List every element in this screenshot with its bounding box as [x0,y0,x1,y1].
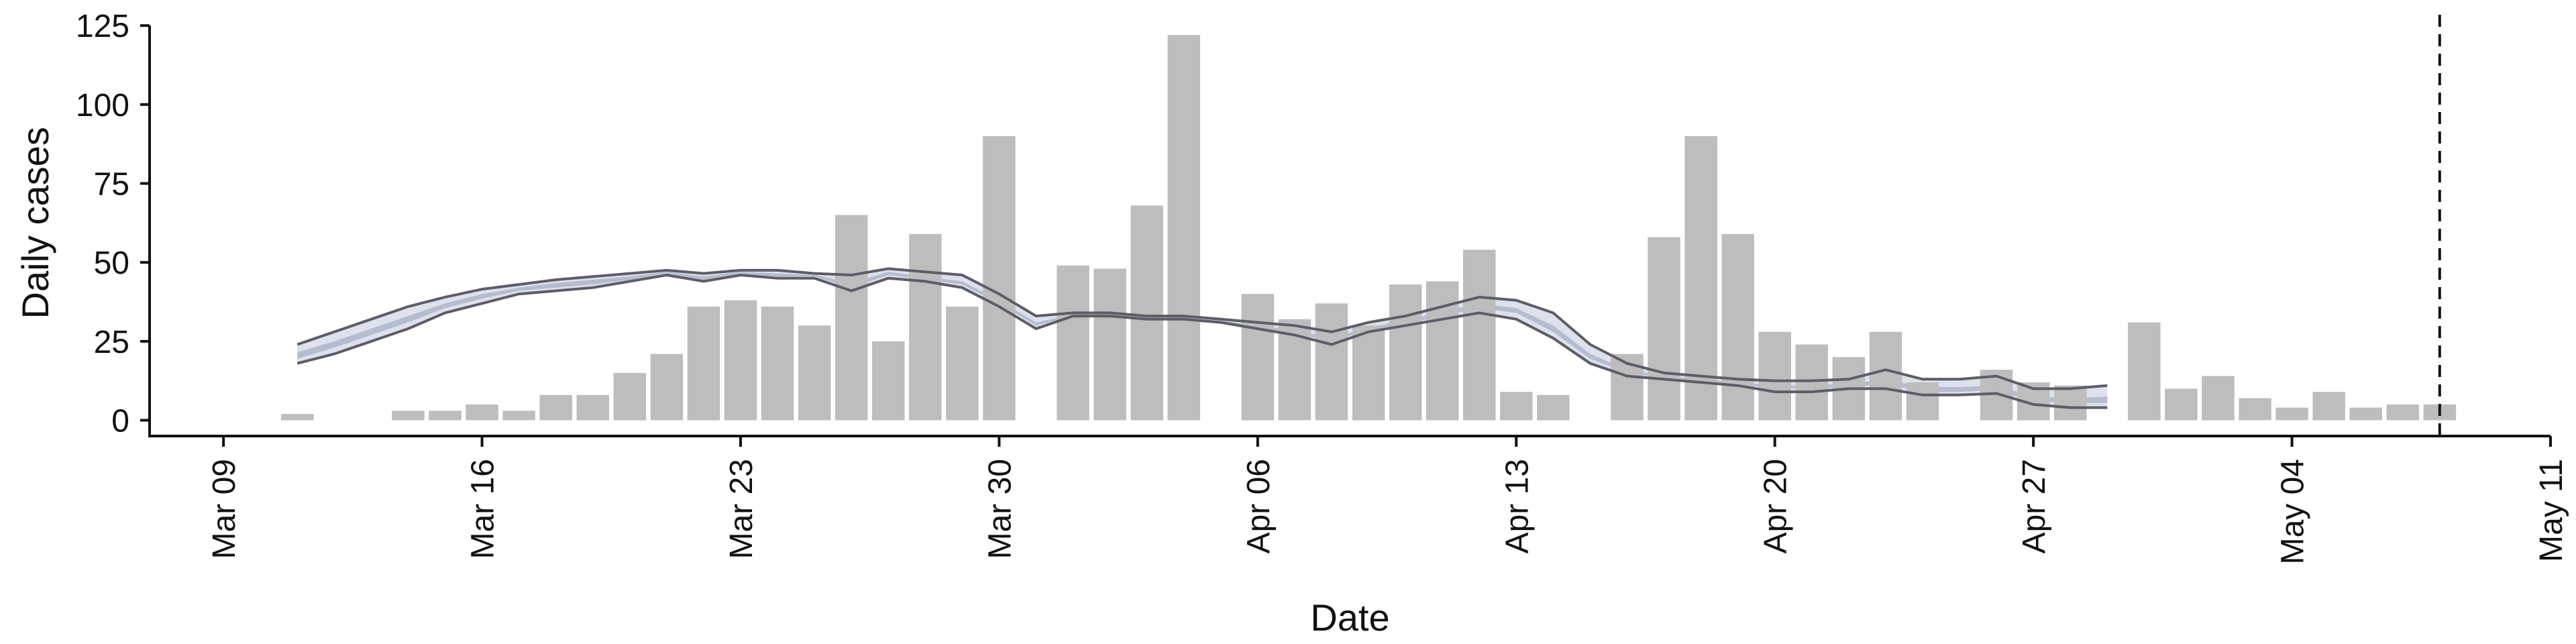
case-bar [872,341,905,421]
y-tick-label: 75 [94,166,129,202]
case-bar [2202,376,2235,421]
case-bar [1463,250,1496,421]
x-tick-label: Apr 06 [1241,459,1277,553]
case-bar [2312,392,2345,421]
case-bar [2054,385,2087,421]
y-tick-label: 100 [76,88,129,123]
band-upper-line [297,267,2108,390]
case-bar [2275,407,2308,421]
case-bar [2128,322,2161,421]
x-axis-title: Date [1310,596,1389,639]
case-bar [281,414,314,421]
case-bar [539,394,572,421]
x-tick-label: Mar 16 [466,459,501,559]
case-bar [1758,331,1791,421]
case-bar [1684,136,1717,421]
x-tick-label: Mar 09 [207,459,242,559]
case-bar [1869,331,1902,421]
case-bar [466,404,498,421]
case-bar [1389,284,1422,421]
case-bar [1093,268,1126,421]
case-bar [429,411,462,421]
case-bar [1167,35,1200,421]
case-bar [835,215,868,421]
y-axis-ticks: 0 25 50 75 100 125 [76,9,150,439]
case-bar [1130,205,1163,421]
y-tick-label: 0 [111,403,129,439]
case-bar [1241,294,1275,421]
case-bar [392,411,425,421]
x-tick-label: May 11 [2534,459,2569,562]
case-bar [650,354,684,421]
x-tick-label: Mar 23 [724,459,759,559]
case-bar [1057,265,1089,421]
x-tick-label: May 04 [2275,459,2311,564]
case-bar [1721,233,1754,421]
y-tick-label: 25 [94,325,129,360]
y-axis-title: Daily cases [14,127,56,319]
x-tick-label: Apr 27 [2017,459,2052,553]
x-tick-label: Apr 20 [1758,459,1794,553]
case-bar [2349,407,2382,421]
y-tick-label: 50 [94,246,129,281]
case-bar [1352,325,1385,421]
case-bar [1906,382,1939,421]
x-axis-ticks: Mar 09 Mar 16 Mar 23 Mar 30 Apr 06 Apr 13 Apr … [207,436,2569,564]
case-bar [983,136,1016,421]
case-bar [613,372,647,421]
x-tick-label: Mar 30 [982,459,1018,559]
case-bar [1315,303,1348,421]
case-bar [1426,281,1459,421]
case-bar [724,300,757,421]
band-outline-lines [297,267,2108,409]
case-bar [1500,392,1533,421]
daily-case-bars [281,35,2457,421]
case-bar [1795,344,1828,421]
case-bar [1537,394,1570,421]
band-lower-line [297,273,2108,409]
case-bar [761,307,794,421]
x-tick-label: Apr 13 [1499,459,1535,553]
case-bar [946,307,979,421]
y-tick-label: 125 [76,9,129,44]
case-bar [576,394,609,421]
case-bar [2165,388,2198,421]
case-bar [687,307,720,421]
case-bar [2239,398,2271,421]
case-bar [502,411,535,421]
case-bar [1648,237,1680,421]
case-bar [798,325,831,421]
case-bar [909,233,942,421]
case-bar [2386,404,2419,421]
